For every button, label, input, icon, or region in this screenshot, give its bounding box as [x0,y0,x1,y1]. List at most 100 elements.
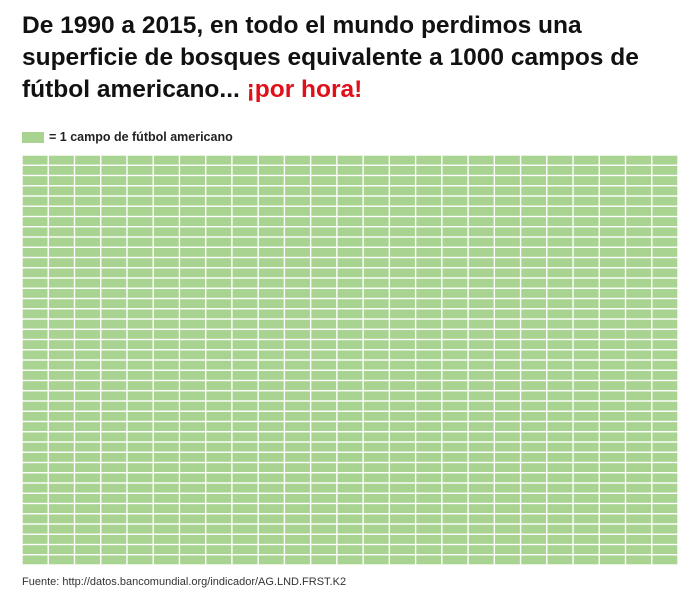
waffle-cell [652,237,678,247]
waffle-cell [652,227,678,237]
waffle-cell [390,165,415,175]
waffle-cell [468,288,494,298]
waffle-cell [652,360,678,370]
waffle-cell [573,391,599,401]
waffle-cell [337,165,363,175]
waffle-cell [180,340,205,350]
waffle-cell [521,309,547,319]
waffle-cell [127,432,153,442]
waffle-cell [547,319,573,329]
waffle-cell [127,350,153,360]
waffle-cell [153,206,179,216]
waffle-cell [468,504,494,514]
waffle-cell [495,401,520,411]
waffle-cell [127,319,153,329]
waffle-cell [599,381,625,391]
waffle-cell [337,401,363,411]
waffle-cell [153,381,179,391]
waffle-cell [22,258,48,268]
waffle-cell [258,350,284,360]
waffle-cell [75,309,101,319]
chart-title-main: De 1990 a 2015, en todo el mundo perdimo… [22,12,639,103]
waffle-cell [311,237,337,247]
waffle-cell [75,165,101,175]
waffle-cell [22,463,48,473]
waffle-cell [258,299,284,309]
waffle-cell [416,288,442,298]
waffle-cell [363,422,389,432]
waffle-cell [232,186,258,196]
waffle-cell [390,411,415,421]
waffle-cell [573,165,599,175]
waffle-cell [573,340,599,350]
waffle-cell [468,493,494,503]
waffle-cell [232,176,258,186]
waffle-cell [206,258,232,268]
waffle-cell [258,278,284,288]
waffle-cell [311,288,337,298]
waffle-cell [180,370,205,380]
waffle-cell [153,237,179,247]
waffle-cell [626,524,652,534]
waffle-cell [468,483,494,493]
waffle-cell [75,299,101,309]
waffle-cell [573,350,599,360]
waffle-cell [48,340,74,350]
waffle-cell [521,319,547,329]
waffle-cell [363,299,389,309]
waffle-cell [180,247,205,257]
waffle-cell [285,555,310,565]
waffle-cell [521,555,547,565]
waffle-cell [416,463,442,473]
waffle-cell [285,176,310,186]
waffle-cell [22,411,48,421]
waffle-cell [258,206,284,216]
waffle-cell [127,381,153,391]
waffle-cell [495,514,520,524]
waffle-cell [232,545,258,555]
waffle-cell [206,483,232,493]
waffle-cell [521,411,547,421]
waffle-cell [311,155,337,165]
waffle-cell [573,319,599,329]
waffle-cell [599,247,625,257]
waffle-cell [285,401,310,411]
waffle-cell [22,288,48,298]
waffle-cell [337,483,363,493]
waffle-cell [22,524,48,534]
waffle-cell [311,186,337,196]
waffle-cell [599,299,625,309]
waffle-cell [153,534,179,544]
waffle-cell [390,442,415,452]
waffle-cell [652,411,678,421]
waffle-cell [180,504,205,514]
waffle-cell [22,165,48,175]
waffle-cell [153,411,179,421]
waffle-cell [442,524,468,534]
waffle-cell [22,350,48,360]
waffle-cell [390,493,415,503]
waffle-cell [48,452,74,462]
waffle-cell [258,514,284,524]
waffle-cell [285,452,310,462]
waffle-cell [599,370,625,380]
waffle-cell [285,473,310,483]
waffle-cell [101,217,127,227]
waffle-cell [22,340,48,350]
waffle-cell [206,186,232,196]
waffle-cell [153,299,179,309]
waffle-cell [101,176,127,186]
waffle-cell [390,288,415,298]
waffle-cell [547,186,573,196]
waffle-cell [101,545,127,555]
waffle-cell [521,391,547,401]
waffle-cell [547,411,573,421]
waffle-cell [521,247,547,257]
waffle-cell [285,186,310,196]
waffle-cell [495,493,520,503]
waffle-cell [48,217,74,227]
waffle-cell [75,186,101,196]
waffle-cell [101,350,127,360]
waffle-cell [442,258,468,268]
waffle-cell [232,411,258,421]
